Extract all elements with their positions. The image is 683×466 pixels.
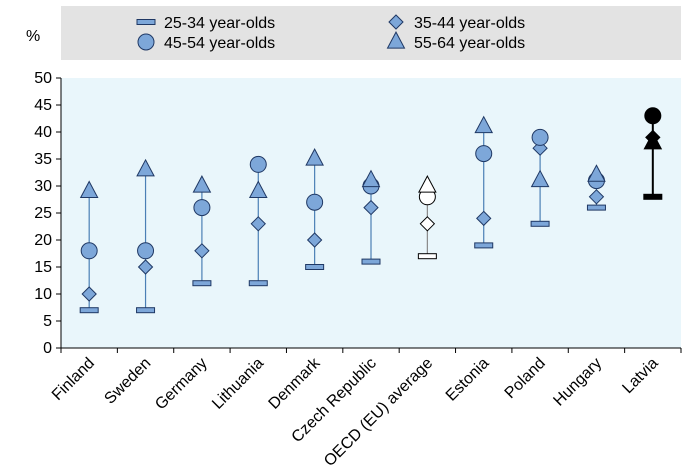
legend-label: 55-64 year-olds: [414, 35, 525, 52]
legend-marker-triangle: [386, 31, 406, 49]
marker-25-34-year-olds-hungary: [586, 204, 606, 211]
legend-item-35-44-year-olds: 35-44 year-olds: [388, 14, 525, 32]
y-tick-label: 15: [34, 259, 52, 276]
y-tick-label: 40: [34, 124, 52, 141]
legend-background: [61, 6, 681, 60]
x-tick-label-poland: Poland: [502, 355, 549, 402]
x-tick-label-finland: Finland: [49, 355, 98, 404]
marker-45-54-year-olds-sweden: [137, 242, 155, 260]
y-tick-label: 10: [34, 286, 52, 303]
marker-55-64-year-olds-finland: [79, 180, 99, 198]
y-axis: 0 5 10 15 20 25 30 35 40 45 50: [34, 70, 62, 357]
x-tick-label-latvia: Latvia: [619, 355, 661, 397]
y-tick-label: 30: [34, 178, 52, 195]
marker-35-44-year-olds-hungary: [588, 189, 605, 205]
legend-label: 25-34 year-olds: [164, 15, 275, 32]
x-tick-label-estonia: Estonia: [443, 355, 493, 405]
marker-45-54-year-olds-finland: [80, 242, 98, 260]
marker-25-34-year-olds-lithuania: [248, 280, 268, 287]
marker-55-64-year-olds-poland: [530, 169, 550, 188]
legend-label: 35-44 year-olds: [414, 15, 525, 32]
marker-35-44-year-olds-lithuania: [250, 216, 266, 232]
y-tick-label: 5: [43, 313, 52, 330]
legend-label: 45-54 year-olds: [164, 35, 275, 52]
marker-55-64-year-olds-sweden: [136, 158, 155, 177]
x-tick-label-oecd-eu-average: OECD (EU) average: [321, 355, 436, 466]
marker-45-54-year-olds-poland: [531, 128, 549, 146]
marker-35-44-year-olds-denmark: [306, 232, 323, 248]
legend-marker-dash: [136, 19, 156, 25]
legend-item-25-34-year-olds: 25-34 year-olds: [136, 15, 275, 32]
marker-55-64-year-olds-estonia: [474, 115, 494, 134]
x-tick-label-hungary: Hungary: [550, 355, 605, 410]
marker-55-64-year-olds-hungary: [587, 164, 606, 182]
y-tick-label: 25: [34, 205, 52, 222]
marker-35-44-year-olds-czech-republic: [363, 199, 379, 216]
y-tick-label: 45: [34, 97, 52, 114]
x-tick-label-sweden: Sweden: [101, 355, 154, 408]
marker-25-34-year-olds-finland: [79, 307, 99, 314]
y-tick-label: 35: [34, 151, 52, 168]
marker-35-44-year-olds-sweden: [137, 259, 154, 275]
marker-25-34-year-olds-germany: [192, 280, 212, 287]
marker-25-34-year-olds-sweden: [136, 307, 156, 314]
x-axis: Finland SwedenGermanyLithuaniaDenmarkCzec…: [49, 347, 682, 466]
data-markers: [79, 107, 663, 314]
marker-35-44-year-olds-oecd-eu-average: [419, 216, 436, 232]
legend-marker-diamond: [388, 14, 404, 30]
marker-45-54-year-olds-denmark: [306, 193, 324, 211]
marker-25-34-year-olds-oecd-eu-average: [417, 253, 437, 260]
marker-25-34-year-olds-estonia: [474, 242, 494, 249]
legend-item-45-54-year-olds: 45-54 year-olds: [137, 33, 275, 52]
marker-25-34-year-olds-poland: [530, 220, 550, 227]
x-tick-label-lithuania: Lithuania: [209, 355, 267, 413]
y-axis-label: %: [26, 28, 40, 45]
marker-55-64-year-olds-lithuania: [248, 180, 268, 198]
marker-25-34-year-olds-czech-republic: [361, 258, 381, 265]
marker-25-34-year-olds-denmark: [305, 264, 325, 270]
x-tick-label-denmark: Denmark: [266, 354, 325, 413]
legend-item-55-64-year-olds: 55-64 year-olds: [386, 31, 525, 52]
marker-45-54-year-olds-germany: [193, 199, 211, 217]
marker-35-44-year-olds-estonia: [476, 210, 492, 227]
marker-55-64-year-olds-denmark: [305, 148, 324, 166]
y-tick-label: 20: [34, 232, 52, 249]
marker-35-44-year-olds-germany: [194, 243, 210, 259]
legend: 25-34 year-olds 35-44 year-olds 45-54 year…: [136, 14, 525, 52]
marker-45-54-year-olds-estonia: [475, 145, 493, 163]
legend-marker-circle: [137, 33, 155, 51]
marker-45-54-year-olds-lithuania: [249, 155, 267, 173]
marker-45-54-year-olds-latvia: [644, 107, 662, 125]
x-tick-label-germany: Germany: [152, 355, 211, 414]
marker-55-64-year-olds-germany: [192, 175, 212, 193]
marker-35-44-year-olds-finland: [81, 286, 97, 302]
y-tick-label: 0: [43, 340, 52, 357]
marker-55-64-year-olds-czech-republic: [361, 169, 381, 188]
marker-55-64-year-olds-oecd-eu-average: [418, 175, 437, 193]
marker-55-64-year-olds-latvia: [643, 131, 663, 150]
marker-25-34-year-olds-latvia: [643, 193, 663, 200]
y-tick-label: 50: [34, 70, 52, 87]
